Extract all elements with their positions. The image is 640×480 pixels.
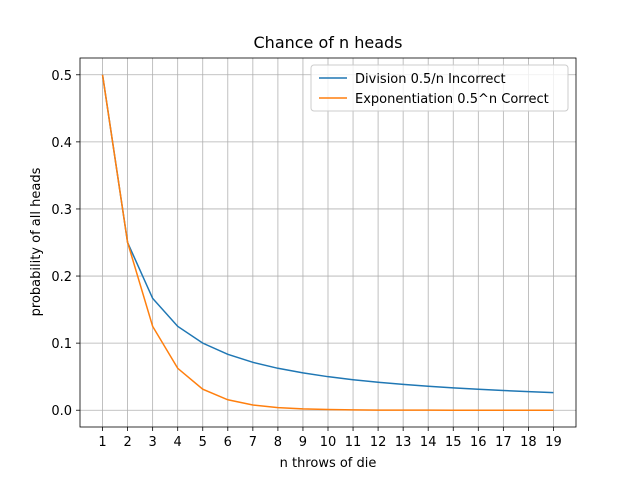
x-tick-label: 6 [224, 435, 232, 450]
x-tick-label: 10 [320, 435, 337, 450]
legend: Division 0.5/n Incorrect Exponentiation 0… [310, 64, 569, 112]
x-tick-label: 17 [495, 435, 512, 450]
plot-lines [101, 74, 554, 411]
y-tick-label: 0.4 [51, 136, 72, 151]
x-tick-label: 15 [445, 435, 462, 450]
x-tick-label: 18 [520, 435, 537, 450]
x-tick-label: 9 [299, 435, 307, 450]
series-line [101, 74, 554, 394]
x-axis-label: n throws of die [280, 456, 377, 471]
x-tick-label: 14 [420, 435, 437, 450]
legend-label: Division 0.5/n Incorrect [355, 72, 506, 87]
legend-box [310, 64, 569, 112]
chart-title: Chance of n heads [254, 33, 403, 52]
y-tick-label: 0.2 [51, 270, 72, 285]
x-tick-label: 1 [98, 435, 106, 450]
x-tick-label: 4 [174, 435, 182, 450]
y-tick-label: 0.3 [51, 203, 72, 218]
y-axis-label: probability of all heads [29, 167, 44, 316]
x-tick-label: 12 [370, 435, 387, 450]
x-tick-label: 5 [199, 435, 207, 450]
legend-label: Exponentiation 0.5^n Correct [355, 92, 549, 107]
x-tick-label: 8 [274, 435, 282, 450]
y-tick-label: 0.5 [51, 69, 72, 84]
x-tick-label: 3 [149, 435, 157, 450]
x-tick-label: 13 [395, 435, 412, 450]
x-tick-label: 11 [345, 435, 362, 450]
x-tick-label: 16 [470, 435, 487, 450]
series-line [101, 74, 554, 411]
y-tick-label: 0.0 [51, 404, 72, 419]
y-tick-label: 0.1 [51, 337, 72, 352]
x-tick-label: 19 [545, 435, 562, 450]
ticks: 1 2 3 4 5 6 7 8 9 10 11 12 13 14 15 16 17 18 190.00.10.20.… [51, 69, 561, 450]
x-tick-label: 7 [249, 435, 257, 450]
x-tick-label: 2 [123, 435, 131, 450]
